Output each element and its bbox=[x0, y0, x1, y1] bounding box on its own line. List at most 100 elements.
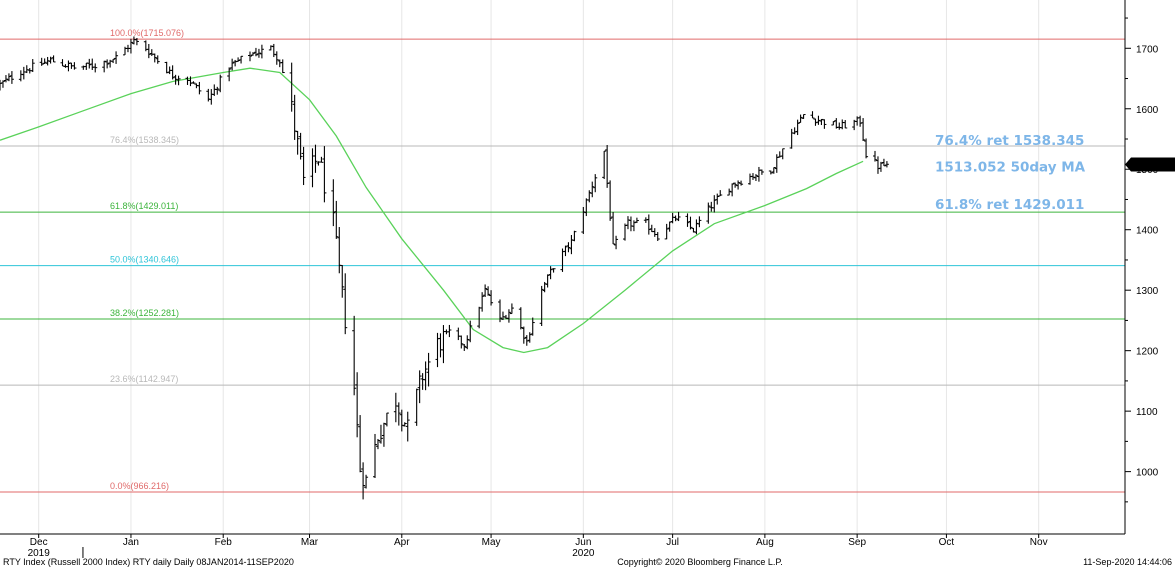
last-price-label: 1507.751 bbox=[1133, 161, 1175, 172]
x-tick-label-may: May bbox=[482, 537, 501, 548]
bar-2020-08-18 bbox=[813, 118, 818, 126]
footer-timestamp-text: 11-Sep-2020 14:44:06 bbox=[1083, 557, 1172, 567]
bar-2020-07-22 bbox=[733, 182, 738, 188]
bar-2019-12-24 bbox=[105, 59, 110, 69]
bar-2020-09-10 bbox=[881, 158, 886, 167]
last-price-box bbox=[1125, 157, 1175, 172]
fib-label-2: 61.8%(1429.011) bbox=[110, 201, 178, 211]
bar-2020-02-11 bbox=[250, 52, 255, 56]
y-tick-label-1100: 1100 bbox=[1136, 407, 1158, 418]
bar-2020-07-24 bbox=[739, 180, 744, 186]
fib-label-4: 38.2%(1252.281) bbox=[110, 308, 179, 318]
bar-2020-01-15 bbox=[170, 65, 175, 80]
footer: RTY Index (Russell 2000 Index) RTY daily… bbox=[3, 557, 1172, 567]
bar-2020-01-22 bbox=[191, 81, 196, 84]
bar-2020-06-29 bbox=[664, 223, 669, 240]
bar-2020-08-13 bbox=[798, 114, 803, 123]
bar-2020-02-27 bbox=[298, 132, 303, 160]
bar-2020-04-09 bbox=[423, 361, 428, 391]
bar-2020-04-02 bbox=[402, 422, 407, 427]
bar-2020-06-23 bbox=[646, 214, 651, 235]
ma-line bbox=[0, 67, 864, 354]
bar-2020-03-17 bbox=[355, 372, 360, 438]
bar-2020-05-04 bbox=[498, 299, 502, 323]
bar-2020-07-23 bbox=[736, 180, 741, 190]
bar-2020-04-10 bbox=[426, 352, 431, 387]
x-tick-label-mar: Mar bbox=[301, 537, 319, 548]
bar-2019-12-05 bbox=[48, 56, 53, 64]
x-axis: Dec Jan Feb Mar Apr May Jun Jul Aug Sep Oct Nov 2019… bbox=[0, 533, 1125, 559]
bar-2020-03-26 bbox=[381, 422, 386, 447]
bar-2019-12-13 bbox=[72, 62, 77, 70]
bar-2020-02-19 bbox=[274, 51, 279, 65]
fib-label-5: 23.6%(1142.947) bbox=[110, 374, 178, 384]
bar-2020-01-31 bbox=[218, 74, 223, 93]
bar-2020-06-18 bbox=[631, 220, 636, 232]
bar-2020-08-17 bbox=[810, 111, 815, 119]
annotations: 76.4% ret 1538.345 1513.052 50day MA 61.8%… bbox=[935, 133, 1086, 213]
bar-2019-11-29 bbox=[30, 59, 35, 73]
moving-average-series bbox=[0, 67, 864, 354]
ohlc-bars bbox=[0, 36, 889, 500]
x-tick-label-apr: Apr bbox=[394, 537, 410, 548]
bar-2020-08-12 bbox=[795, 119, 800, 136]
bar-2020-07-21 bbox=[730, 183, 735, 197]
bar-2020-03-03 bbox=[313, 144, 318, 173]
bar-2020-05-21 bbox=[548, 266, 553, 280]
fib-label-1: 76.4%(1538.345) bbox=[110, 135, 179, 145]
bar-2020-01-16 bbox=[173, 74, 178, 85]
bar-2020-02-03 bbox=[227, 67, 232, 82]
bar-2020-03-10 bbox=[334, 200, 339, 239]
footer-left-text: RTY Index (Russell 2000 Index) RTY daily… bbox=[3, 557, 294, 567]
fib-label-6: 0.0%(966.216) bbox=[110, 481, 169, 491]
fib-label-0: 100.0%(1715.076) bbox=[110, 28, 184, 38]
x-tick-label-oct: Oct bbox=[939, 537, 955, 548]
bar-2020-08-04 bbox=[771, 167, 776, 174]
bar-2020-09-03 bbox=[861, 118, 866, 142]
bar-2020-02-26 bbox=[295, 130, 300, 155]
bar-2020-06-01 bbox=[581, 207, 586, 234]
bar-2020-06-08 bbox=[602, 150, 607, 180]
bar-2020-01-07 bbox=[146, 43, 151, 59]
bar-2020-01-01 bbox=[128, 38, 133, 54]
year-label-2020: 2020 bbox=[572, 548, 595, 559]
y-tick-label-1000: 1000 bbox=[1136, 468, 1159, 479]
y-tick-label-1300: 1300 bbox=[1136, 286, 1159, 297]
bar-2020-02-13 bbox=[256, 48, 261, 58]
bar-2020-08-14 bbox=[801, 114, 806, 119]
bar-2019-12-09 bbox=[60, 59, 65, 67]
bar-2020-04-17 bbox=[447, 324, 452, 338]
bar-2020-06-30 bbox=[667, 221, 672, 232]
bar-2020-07-31 bbox=[759, 169, 764, 175]
bar-2020-09-09 bbox=[878, 161, 883, 172]
bar-2020-06-11 bbox=[611, 211, 616, 245]
bar-2020-05-11 bbox=[518, 307, 523, 330]
bar-2020-03-13 bbox=[343, 273, 348, 335]
bar-2020-04-28 bbox=[480, 292, 485, 312]
bar-2020-06-12 bbox=[614, 235, 619, 250]
y-tick-label-1200: 1200 bbox=[1136, 347, 1159, 358]
footer-copyright-text: Copyright© 2020 Bloomberg Finance L.P. bbox=[617, 557, 783, 567]
x-tick-label-jul: Jul bbox=[666, 537, 679, 548]
bar-2020-01-30 bbox=[215, 86, 220, 95]
bar-2020-02-25 bbox=[292, 94, 297, 140]
bar-2020-04-30 bbox=[486, 286, 491, 296]
bar-2020-06-04 bbox=[590, 181, 595, 198]
x-tick-label-jun: Jun bbox=[575, 537, 591, 548]
bar-2020-03-24 bbox=[375, 438, 380, 450]
bar-2020-01-10 bbox=[155, 55, 160, 64]
bar-2020-03-18 bbox=[358, 415, 363, 473]
bar-2020-04-06 bbox=[414, 388, 419, 426]
bar-2019-11-20 bbox=[3, 75, 8, 83]
y-tick-label-1600: 1600 bbox=[1136, 105, 1159, 116]
annotation-2: 61.8% ret 1429.011 bbox=[935, 197, 1084, 213]
bar-2020-05-26 bbox=[563, 245, 568, 257]
bar-2019-12-04 bbox=[45, 56, 50, 66]
bar-2020-05-22 bbox=[551, 268, 556, 273]
bar-2020-09-11 bbox=[884, 161, 889, 168]
bar-2020-03-12 bbox=[340, 265, 345, 298]
bar-2020-05-14 bbox=[527, 332, 532, 343]
bar-2019-12-23 bbox=[102, 60, 107, 73]
bar-2020-05-08 bbox=[509, 303, 514, 315]
